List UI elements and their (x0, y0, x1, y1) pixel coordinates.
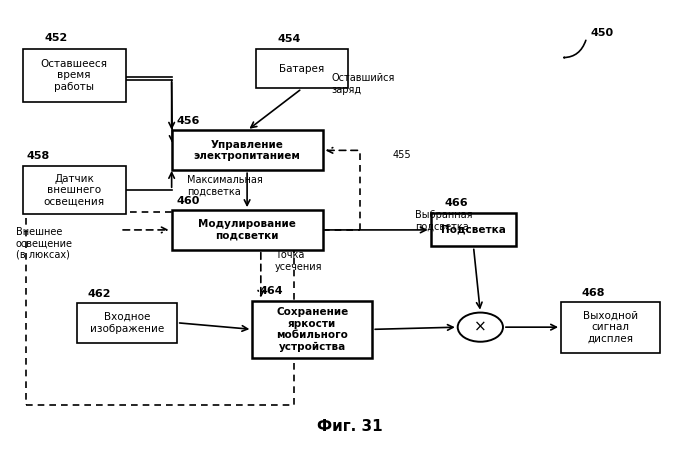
Text: 466: 466 (444, 198, 468, 208)
Text: Фиг. 31: Фиг. 31 (317, 419, 383, 434)
Text: 455: 455 (393, 150, 411, 160)
FancyBboxPatch shape (23, 166, 126, 215)
FancyBboxPatch shape (256, 49, 349, 88)
Text: Точка
усечения: Точка усечения (274, 250, 322, 272)
FancyBboxPatch shape (252, 301, 372, 358)
Text: Модулирование
подсветки: Модулирование подсветки (198, 219, 296, 241)
FancyBboxPatch shape (172, 210, 323, 250)
FancyBboxPatch shape (561, 302, 660, 353)
Text: 460: 460 (176, 196, 200, 206)
Text: Сохранение
яркости
мобильного
устройства: Сохранение яркости мобильного устройства (276, 307, 349, 352)
FancyBboxPatch shape (23, 49, 126, 102)
Text: Датчик
внешнего
освещения: Датчик внешнего освещения (43, 174, 105, 207)
Text: Входное
изображение: Входное изображение (90, 312, 164, 334)
FancyBboxPatch shape (77, 303, 177, 343)
Text: Оставшийся
заряд: Оставшийся заряд (332, 73, 395, 95)
Text: ×: × (474, 320, 486, 335)
FancyBboxPatch shape (430, 213, 517, 247)
Text: 452: 452 (45, 33, 68, 43)
Text: 450: 450 (590, 28, 613, 38)
Text: Выбранная
подсветка: Выбранная подсветка (415, 210, 472, 232)
Text: Подсветка: Подсветка (441, 225, 506, 235)
FancyArrowPatch shape (564, 40, 586, 58)
Circle shape (458, 313, 503, 342)
Text: 468: 468 (582, 288, 606, 298)
Text: Управление
электропитанием: Управление электропитанием (194, 139, 300, 161)
Text: Внешнее
освещение
(в люксах): Внешнее освещение (в люксах) (16, 226, 73, 260)
FancyBboxPatch shape (172, 130, 323, 170)
Text: 458: 458 (26, 152, 50, 161)
Text: 454: 454 (278, 34, 301, 44)
Text: Выходной
сигнал
дисплея: Выходной сигнал дисплея (583, 311, 638, 344)
Text: Батарея: Батарея (279, 64, 325, 74)
Text: Оставшееся
время
работы: Оставшееся время работы (41, 59, 108, 92)
Text: 464: 464 (260, 286, 283, 296)
Text: 456: 456 (176, 116, 200, 126)
Text: 462: 462 (88, 289, 111, 299)
Text: Максимальная
подсветка: Максимальная подсветка (187, 175, 262, 197)
